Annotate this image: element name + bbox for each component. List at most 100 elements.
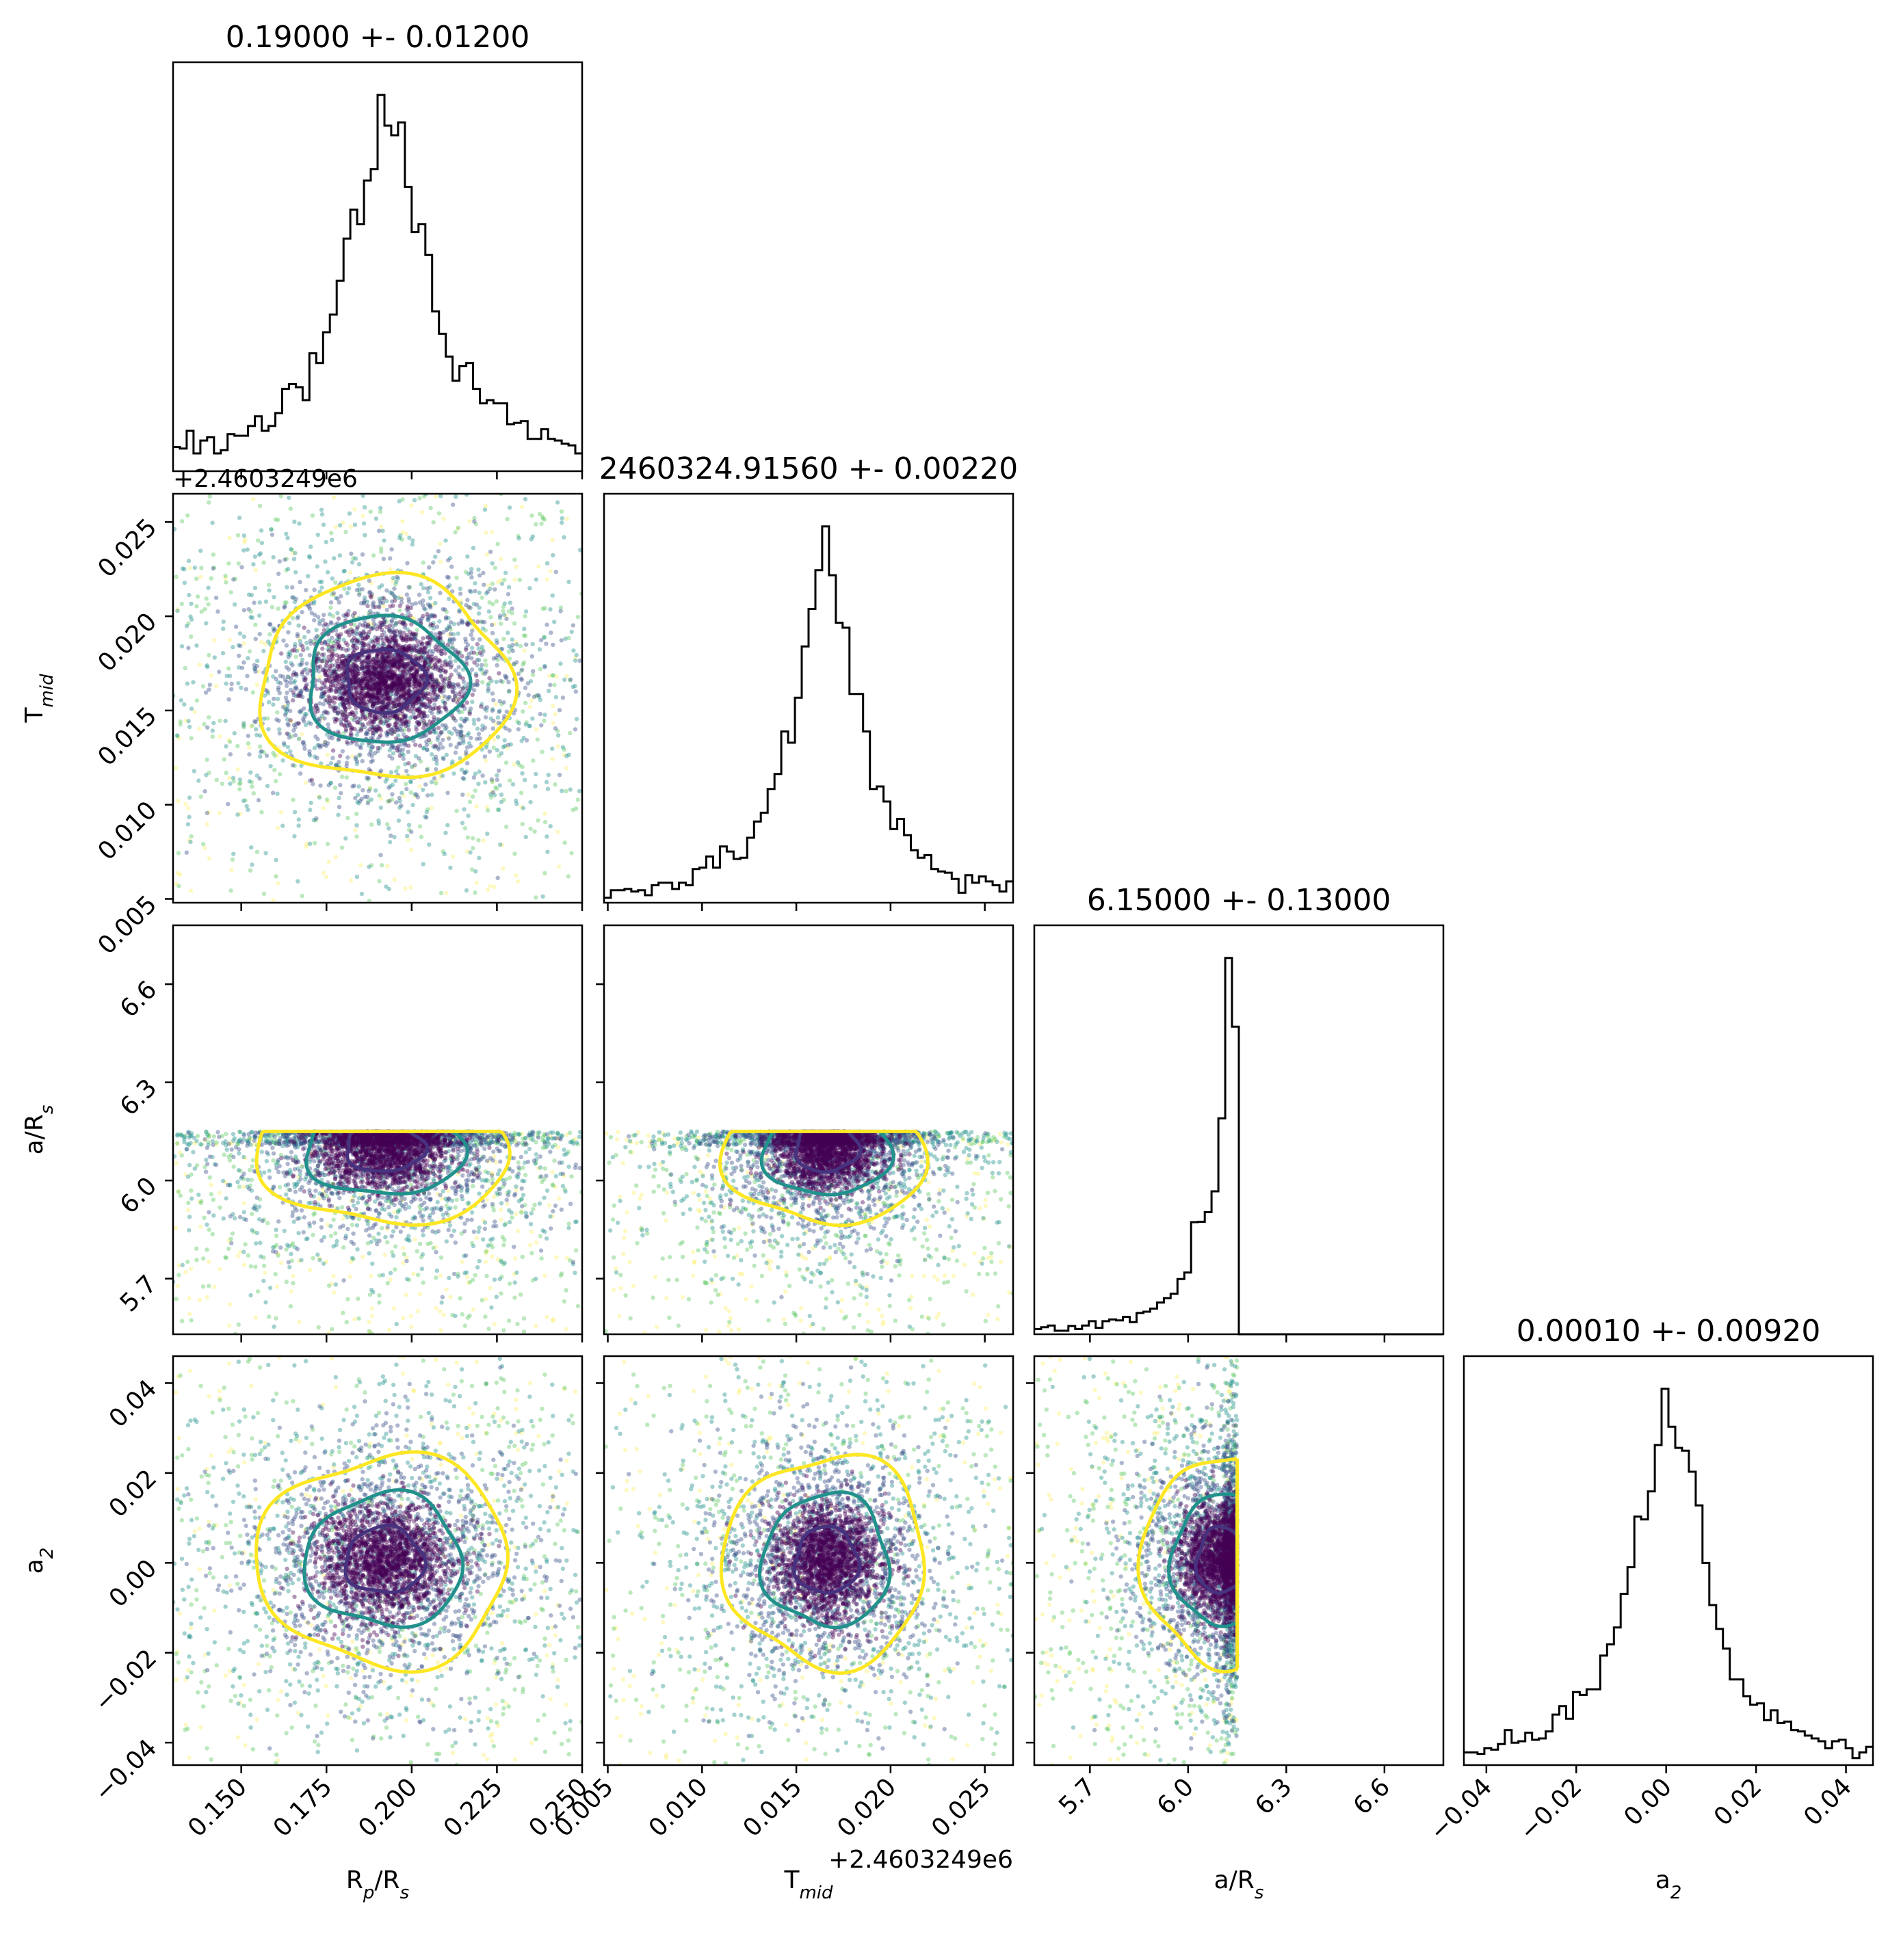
scatter-point (354, 639, 360, 644)
scatter-point (282, 704, 287, 709)
scatter-point (438, 741, 443, 746)
scatter-point (488, 586, 493, 592)
scatter-point (438, 541, 443, 546)
scatter-point (173, 1226, 179, 1230)
scatter-point (534, 522, 538, 527)
scatter-point (440, 745, 445, 750)
scatter-point (519, 676, 523, 681)
scatter-point (512, 851, 517, 856)
scatter-point (388, 567, 393, 572)
scatter-point (329, 531, 334, 535)
scatter-point (350, 754, 355, 759)
scatter-point (402, 644, 406, 649)
scatter-point (497, 807, 501, 812)
scatter-point (398, 699, 403, 704)
scatter-point (267, 1168, 272, 1174)
scatter-point (550, 1182, 555, 1187)
scatter-point (492, 884, 497, 890)
scatter-point (467, 605, 472, 611)
scatter-point (207, 1175, 212, 1180)
scatter-point (391, 730, 396, 734)
scatter-point (394, 691, 399, 696)
scatter-point (397, 629, 403, 634)
scatter-point (406, 669, 412, 674)
scatter-point (363, 795, 367, 799)
scatter-point (476, 732, 482, 737)
scatter-point (534, 693, 539, 698)
scatter-point (377, 660, 382, 665)
scatter-point (199, 609, 204, 614)
scatter-point (226, 666, 231, 671)
scatter-point (291, 722, 296, 728)
scatter-point (247, 752, 252, 757)
scatter-point (407, 684, 412, 689)
scatter-point (483, 503, 488, 509)
scatter-point (330, 748, 336, 753)
scatter-point (434, 694, 439, 700)
scatter-point (352, 611, 357, 615)
scatter-point (425, 590, 431, 595)
scatter-point (484, 591, 489, 596)
scatter-point (380, 863, 384, 868)
scatter-point (371, 719, 376, 724)
scatter-point (354, 667, 360, 672)
scatter-point (441, 699, 445, 704)
scatter-point (277, 727, 282, 732)
scatter-point (392, 716, 397, 721)
scatter-point (475, 678, 480, 684)
scatter-point (502, 743, 508, 749)
scatter-point (207, 810, 211, 815)
scatter-point (207, 652, 211, 658)
scatter-point (283, 707, 288, 712)
scatter-point (542, 712, 547, 717)
scatter-point (259, 540, 264, 546)
scatter-point (271, 750, 276, 756)
scatter-point (556, 864, 562, 869)
scatter-point (469, 590, 474, 594)
scatter-point (365, 801, 370, 806)
scatter-point (389, 689, 393, 694)
scatter-point (380, 702, 385, 708)
scatter-point (315, 532, 320, 538)
scatter-point (393, 703, 399, 708)
scatter-point (352, 1193, 357, 1198)
scatter-point (542, 811, 547, 816)
scatter-point (418, 647, 423, 652)
scatter-point (343, 529, 348, 535)
scatter-point (443, 616, 449, 621)
scatter-point (392, 635, 397, 639)
scatter-point (410, 632, 415, 637)
scatter-point (438, 494, 443, 499)
scatter-point (399, 596, 404, 602)
scatter-point (410, 802, 415, 808)
scatter-point (315, 686, 319, 691)
scatter-point (387, 628, 392, 633)
scatter-point (183, 1269, 188, 1275)
scatter-point (473, 869, 478, 874)
scatter-point (385, 822, 390, 827)
scatter-point (571, 623, 576, 628)
scatter-point (490, 707, 495, 712)
scatter-point (404, 680, 408, 685)
scatter-point (291, 595, 296, 600)
scatter-point (409, 1324, 414, 1329)
scatter-point (539, 1256, 544, 1261)
scatter-point (285, 700, 291, 705)
scatter-point (283, 713, 288, 717)
scatter-point (456, 1274, 460, 1279)
scatter-point (400, 519, 405, 524)
scatter-point (276, 881, 280, 886)
scatter-point (194, 698, 200, 703)
scatter-point (468, 850, 473, 855)
scatter-point (348, 877, 354, 883)
scatter-point (438, 1328, 443, 1333)
scatter-point (339, 594, 343, 599)
scatter-point (345, 815, 350, 821)
scatter-point (512, 621, 517, 626)
scatter-point (426, 618, 431, 623)
scatter-point (337, 795, 341, 801)
scatter-point (454, 696, 459, 702)
scatter-point (573, 658, 578, 663)
scatter-point (397, 799, 402, 804)
scatter-point (555, 744, 560, 749)
